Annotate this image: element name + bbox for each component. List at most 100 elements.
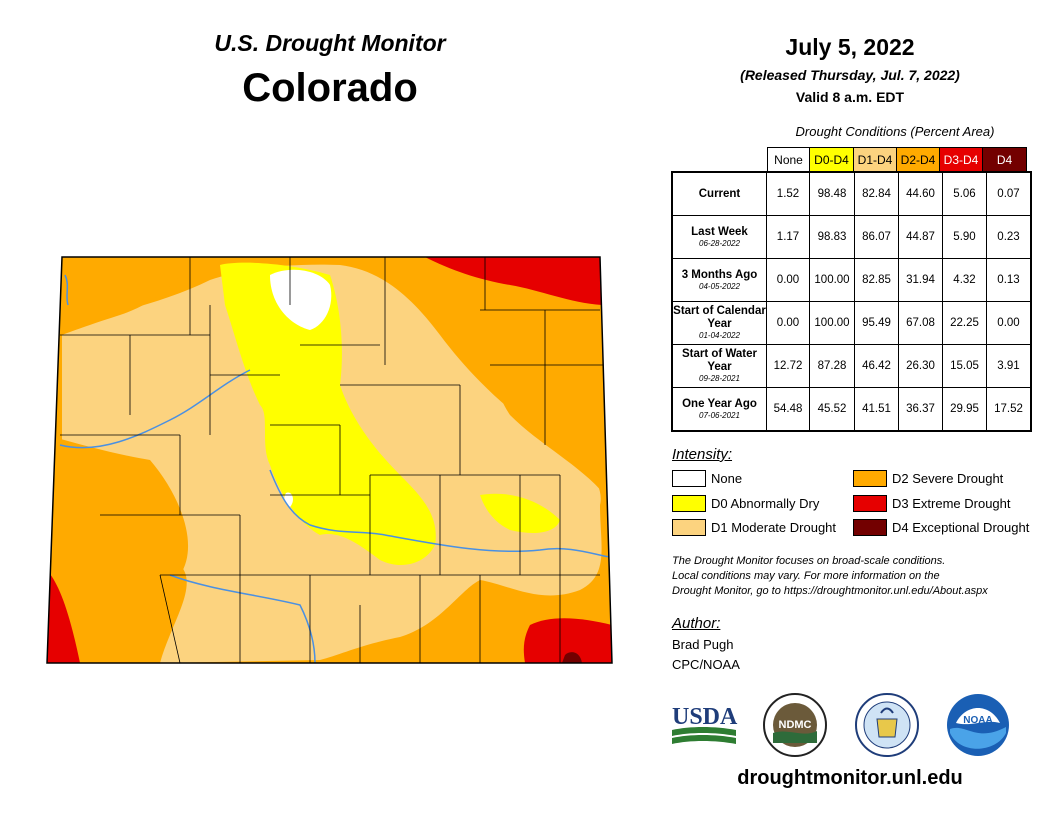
table-cell: 95.49 [854,301,899,345]
table-cell: 82.85 [854,258,899,302]
legend-item-d2: D2 Severe Drought [853,470,1003,487]
map-title: Colorado [242,66,418,110]
legend-swatch [672,470,706,487]
colorado-river [59,369,251,449]
row-label: Current [671,171,767,216]
row-label: One Year Ago 07-06-2021 [671,387,767,432]
legend-title: Intensity: [672,446,733,463]
d4-exceptional-spot [562,652,582,663]
table-cell: 86.07 [854,215,899,259]
table-cell: 46.42 [854,344,899,388]
table-cell: 5.90 [942,215,987,259]
disclaimer-note: The Drought Monitor focuses on broad-sca… [672,554,1052,599]
table-cell: 12.72 [766,344,810,388]
table-row: Last Week 06-28-2022 1.17 98.83 86.07 44.87 5.… [671,215,1032,259]
author-name: Brad Pugh [672,637,734,652]
table-row: Start of Calendar Year 01-04-2022 0.00 100.… [671,301,1032,345]
conditions-header: None D0-D4 D1-D4 D2-D4 D3-D4 D4 [767,147,1027,172]
table-cell: 45.52 [809,387,855,432]
col-d3-d4: D3-D4 [940,148,983,172]
author-org: CPC/NOAA [672,657,740,672]
row-label: Start of Water Year 09-28-2021 [671,344,767,388]
map-subtitle: U.S. Drought Monitor [214,30,446,56]
table-cell: 5.06 [942,171,987,216]
d3-southeast-region [523,618,612,663]
legend-item-d1: D1 Moderate Drought [672,519,836,536]
table-cell: 4.32 [942,258,987,302]
table-cell: 0.07 [986,171,1032,216]
note-line: Drought Monitor, go to https://droughtmo… [672,585,988,597]
no-drought-region [270,269,332,330]
table-row: Current 1.52 98.48 82.84 44.60 5.06 0.07 [671,171,1032,216]
table-cell: 0.23 [986,215,1032,259]
state-outline [46,256,613,664]
d2-west-region [47,435,189,607]
d2-east-region [491,303,605,495]
table-cell: 67.08 [898,301,943,345]
note-line: Local conditions may vary. For more info… [672,570,940,582]
col-d2-d4: D2-D4 [897,148,940,172]
author-heading: Author: [672,615,721,632]
table-cell: 29.95 [942,387,987,432]
col-d1-d4: D1-D4 [854,148,897,172]
table-cell: 15.05 [942,344,987,388]
table-cell: 54.48 [766,387,810,432]
arkansas-river-upper [269,469,386,536]
legend-item-d4: D4 Exceptional Drought [853,519,1029,536]
svg-text:USDA: USDA [672,704,738,730]
conditions-title: Drought Conditions (Percent Area) [795,124,995,139]
d0-abnormally-dry-region [220,262,436,565]
yampa-river [64,274,69,306]
table-cell: 44.60 [898,171,943,216]
valid-time: Valid 8 a.m. EDT [795,89,905,105]
table-cell: 100.00 [809,258,855,302]
table-cell: 36.37 [898,387,943,432]
release-date: (Released Thursday, Jul. 7, 2022) [740,67,960,83]
note-line: The Drought Monitor focuses on broad-sca… [672,555,946,567]
legend-swatch [672,495,706,512]
table-cell: 98.48 [809,171,855,216]
table-cell: 87.28 [809,344,855,388]
table-cell: 82.84 [854,171,899,216]
col-d0-d4: D0-D4 [810,148,854,172]
table-cell: 17.52 [986,387,1032,432]
website-url[interactable]: droughtmonitor.unl.edu [737,767,963,789]
table-cell: 0.00 [766,258,810,302]
legend-item-none: None [672,470,742,487]
table-cell: 22.25 [942,301,987,345]
table-row: One Year Ago 07-06-2021 54.48 45.52 41.51 36.… [671,387,1032,432]
legend-swatch [853,519,887,536]
table-cell: 0.00 [766,301,810,345]
legend-swatch [853,495,887,512]
usda-logo: USDA [672,704,738,744]
legend-item-d3: D3 Extreme Drought [853,495,1011,512]
row-label: 3 Months Ago 04-05-2022 [671,258,767,302]
d2-northwest-region [62,257,190,335]
d3-southwest-region [47,570,80,663]
legend-item-d0: D0 Abnormally Dry [672,495,819,512]
colorado-drought-map [46,256,613,664]
table-cell: 3.91 [986,344,1032,388]
table-cell: 1.17 [766,215,810,259]
svg-text:NDMC: NDMC [779,719,812,731]
table-cell: 1.52 [766,171,810,216]
legend-swatch [672,519,706,536]
table-cell: 98.83 [809,215,855,259]
table-row: 3 Months Ago 04-05-2022 0.00 100.00 82.85 31.… [671,258,1032,302]
legend-swatch [853,470,887,487]
report-date: July 5, 2022 [785,34,915,60]
d3-northeast-region [425,257,602,305]
table-row: Start of Water Year 09-28-2021 12.72 87.28 4… [671,344,1032,388]
doc-seal-logo [855,693,919,757]
col-none: None [768,148,810,172]
col-d4: D4 [983,148,1026,172]
table-cell: 44.87 [898,215,943,259]
county-boundaries [60,257,605,663]
table-cell: 41.51 [854,387,899,432]
rio-grande [169,574,316,663]
table-cell: 26.30 [898,344,943,388]
svg-text:NOAA: NOAA [963,715,992,726]
arkansas-river-lower [384,534,611,558]
ndmc-logo: NDMC [763,693,827,757]
row-label: Start of Calendar Year 01-04-2022 [671,301,767,345]
